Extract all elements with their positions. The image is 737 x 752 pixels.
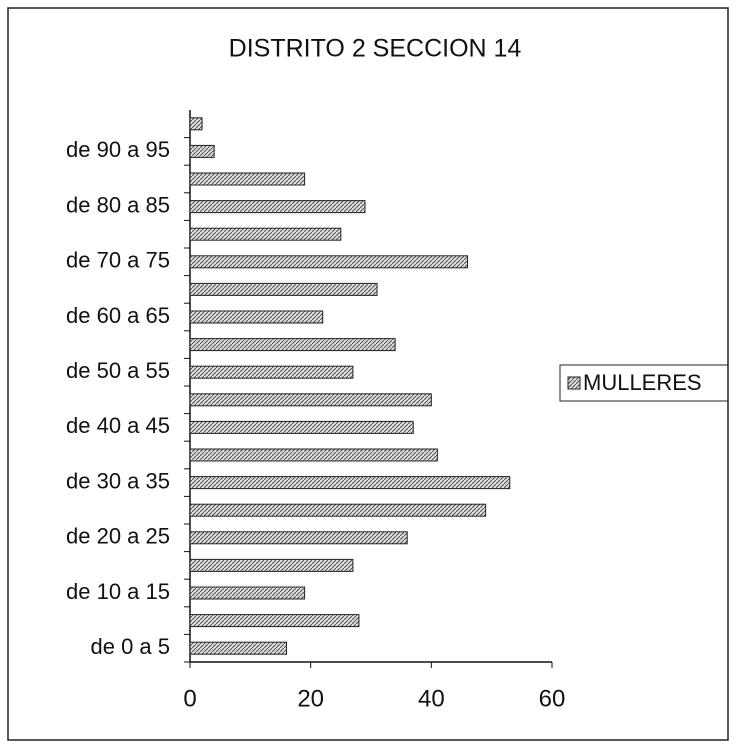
bar xyxy=(189,255,469,269)
bar xyxy=(189,282,378,296)
y-tick-label: de 40 a 45 xyxy=(66,413,170,438)
bar xyxy=(189,310,324,324)
bar xyxy=(189,172,306,186)
y-tick-label: de 70 a 75 xyxy=(66,248,170,273)
bar xyxy=(189,558,354,572)
y-tick-label: de 10 a 15 xyxy=(66,579,170,604)
bar xyxy=(189,365,354,379)
x-tick-label: 60 xyxy=(539,685,566,712)
bar xyxy=(189,503,487,517)
y-tick-label: de 20 a 25 xyxy=(66,524,170,549)
legend-label: MULLERES xyxy=(583,370,702,395)
y-tick-label: de 90 a 95 xyxy=(66,137,170,162)
y-tick-label: de 60 a 65 xyxy=(66,303,170,328)
bar xyxy=(189,393,432,407)
bar xyxy=(189,338,396,352)
bar xyxy=(189,227,342,241)
bar xyxy=(189,200,366,214)
bar xyxy=(189,144,215,158)
y-tick-label: de 80 a 85 xyxy=(66,192,170,217)
bar xyxy=(189,476,511,490)
x-tick-label: 40 xyxy=(418,685,445,712)
bar xyxy=(189,531,408,545)
y-tick-label: de 0 a 5 xyxy=(90,634,170,659)
bar xyxy=(189,641,288,655)
bar xyxy=(189,117,203,131)
y-tick-label: de 50 a 55 xyxy=(66,358,170,383)
x-tick-label: 0 xyxy=(183,685,196,712)
bar xyxy=(189,448,438,462)
legend-box xyxy=(559,364,729,402)
y-tick-label: de 30 a 35 xyxy=(66,468,170,493)
bar xyxy=(189,420,414,434)
legend-swatch xyxy=(567,376,581,390)
chart-title: DISTRITO 2 SECCION 14 xyxy=(229,35,522,63)
x-tick-label: 20 xyxy=(297,685,324,712)
bar xyxy=(189,614,360,628)
bar xyxy=(189,586,306,600)
